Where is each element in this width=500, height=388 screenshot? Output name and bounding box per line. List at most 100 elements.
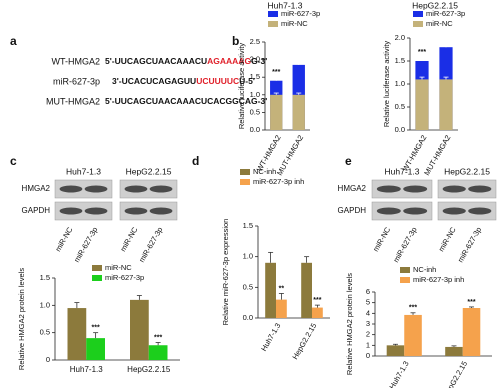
y-tick-label: 2.0 — [395, 33, 405, 42]
legend-swatch — [92, 265, 102, 271]
chart-title: HepG2.2.15 — [412, 0, 458, 10]
blot-band — [124, 185, 148, 193]
sequence-part: 3'-UCACUCAGAGUU — [112, 76, 196, 86]
y-tick-label: 2 — [366, 330, 370, 339]
y-tick-label: 3 — [366, 319, 370, 328]
legend-label: miR-627-3p — [426, 9, 465, 18]
legend-swatch — [92, 275, 102, 281]
significance: *** — [418, 49, 426, 56]
bar — [276, 299, 287, 318]
y-tick-label: 0.0 — [250, 125, 260, 134]
legend-label: miR-627-3p — [281, 9, 320, 18]
legend-label: NC-inh — [253, 167, 276, 176]
blot-group: HepG2.2.15 — [444, 166, 490, 176]
y-axis-label: Relative luciferase activity — [237, 43, 246, 130]
sequence: 5'-UUCAGCUAACAAACUCACGGCAG-3' — [105, 96, 267, 106]
significance: *** — [154, 334, 162, 341]
y-tick-label: 0.5 — [40, 328, 50, 337]
bar — [301, 262, 312, 318]
legend-swatch — [240, 179, 250, 185]
legend-swatch — [268, 21, 278, 27]
y-tick-label: 4 — [366, 308, 370, 317]
panel-label: a — [10, 34, 17, 48]
y-tick-label: 1.0 — [250, 90, 260, 99]
sequence-seed: UCUUUUC — [196, 76, 239, 86]
lane-label: miR-627-3p — [391, 225, 418, 263]
x-tick-label: HepG2.2.15 — [127, 365, 171, 374]
blot-band — [403, 207, 428, 215]
y-axis-label: Relative luciferase activity — [382, 41, 391, 128]
lane-label: miR-NC — [118, 225, 139, 253]
y-tick-label: 1.5 — [243, 221, 253, 230]
bar — [386, 345, 405, 356]
y-tick-label: 1 — [366, 340, 370, 349]
legend-label: NC-inh — [413, 265, 436, 274]
lane-label: miR-627-3p — [137, 225, 164, 263]
legend-label: miR-627-3p inh — [253, 177, 304, 186]
x-tick-label: Huh7-1.3 — [259, 321, 282, 352]
x-tick-label: Huh7-1.3 — [387, 359, 410, 388]
blot-row-label: GAPDH — [22, 206, 51, 215]
legend-label: miR-NC — [426, 19, 453, 28]
lane-label: miR-627-3p — [456, 225, 483, 263]
blot-row-label: GAPDH — [338, 206, 367, 215]
legend-swatch — [240, 169, 250, 175]
y-tick-label: 2.0 — [250, 55, 260, 64]
blot-band — [468, 185, 492, 193]
bar — [265, 262, 276, 318]
bar — [462, 308, 481, 356]
blot-group: HepG2.2.15 — [126, 166, 172, 176]
legend-label: miR-NC — [281, 19, 308, 28]
significance: ** — [279, 285, 285, 292]
sequence-name: MUT-HMGA2 — [46, 96, 100, 106]
sequence-part: U-5' — [239, 76, 255, 86]
blot-row-label: HMGA2 — [338, 184, 367, 193]
y-tick-label: 1.0 — [395, 79, 405, 88]
legend-swatch — [268, 11, 278, 17]
legend-swatch — [400, 267, 410, 273]
blot-band — [84, 207, 108, 215]
blot-box — [54, 179, 113, 199]
sequence: 3'-UCACUCAGAGUUUCUUUUCU-5' — [112, 76, 255, 86]
blot-band — [59, 185, 83, 193]
y-axis-label: Relative HMGA2 protein levels — [345, 273, 354, 375]
blot-row-label: HMGA2 — [22, 184, 51, 193]
sequence-part: 5'-UUCAGCUAACAAACU — [105, 56, 207, 66]
bar — [415, 79, 429, 130]
y-tick-label: 5 — [366, 298, 370, 307]
chart-title: Huh7-1.3 — [268, 0, 303, 10]
sequence-seed: AGAAAAG — [207, 56, 251, 66]
blot-box — [437, 201, 497, 221]
blot-group: Huh7-1.3 — [385, 166, 420, 176]
significance: *** — [272, 69, 280, 76]
y-tick-label: 0.5 — [395, 102, 405, 111]
bar — [439, 79, 453, 130]
blot-group: Huh7-1.3 — [66, 166, 101, 176]
legend-label: miR-NC — [105, 263, 132, 272]
bar — [312, 307, 323, 318]
blot-band — [59, 207, 83, 215]
x-tick-label: Huh7-1.3 — [70, 365, 103, 374]
y-tick-label: 1.5 — [40, 273, 50, 282]
blot-box — [437, 179, 497, 199]
legend-swatch — [400, 277, 410, 283]
lane-label: miR-NC — [53, 225, 74, 253]
y-tick-label: 1.0 — [40, 300, 50, 309]
blot-band — [442, 207, 466, 215]
panel-label: c — [10, 154, 17, 168]
panel-label: b — [232, 34, 239, 48]
bar — [148, 345, 168, 360]
blot-box — [371, 179, 433, 199]
blot-box — [371, 201, 433, 221]
blot-band — [442, 185, 466, 193]
blot-band — [376, 185, 401, 193]
y-tick-label: 0.5 — [243, 282, 253, 291]
bar — [130, 299, 149, 360]
bar — [86, 338, 105, 360]
y-tick-label: 2.5 — [250, 37, 260, 46]
blot-box — [54, 201, 113, 221]
x-tick-label: HepG2.2.15 — [290, 321, 318, 361]
lane-label: miR-NC — [437, 225, 458, 253]
blot-band — [124, 207, 148, 215]
sequence-name: WT-HMGA2 — [52, 56, 101, 66]
